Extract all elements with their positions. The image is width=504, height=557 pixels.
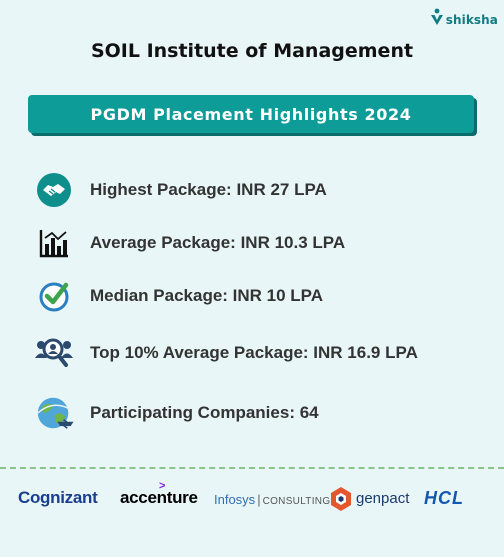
stat-median-package: Median Package: INR 10 LPA (34, 276, 323, 316)
stat-participating-companies: Participating Companies: 64 (34, 393, 319, 433)
stat-label: Highest Package: INR 27 LPA (90, 180, 327, 199)
accenture-mark-icon: > (159, 480, 166, 492)
logo-cognizant: Cognizant (18, 488, 98, 507)
logo-infosys: Infosys | CONSULTING (214, 492, 331, 507)
stat-label: Median Package: INR 10 LPA (90, 286, 324, 305)
handshake-icon (34, 170, 74, 210)
logo-accenture: accenture (120, 488, 198, 507)
stat-label: Participating Companies: 64 (90, 403, 319, 422)
shiksha-brand: shiksha (430, 8, 498, 31)
page-title: SOIL Institute of Management (90, 40, 414, 62)
logo-genpact: genpact (356, 490, 410, 507)
globe-plane-icon (34, 393, 74, 433)
genpact-mark-icon (330, 486, 352, 517)
stat-average-package: Average Package: INR 10.3 LPA (34, 223, 345, 263)
recruiter-logos: Cognizant > accenture Infosys | CONSULTING… (0, 478, 504, 520)
people-search-icon (34, 333, 74, 373)
section-divider (0, 467, 504, 469)
bar-chart-icon (34, 223, 74, 263)
stat-label: Average Package: INR 10.3 LPA (90, 233, 346, 252)
stat-highest-package: Highest Package: INR 27 LPA (34, 170, 327, 210)
shiksha-logo-icon (430, 8, 444, 31)
logo-hcl: HCL (424, 488, 464, 508)
stat-label: Top 10% Average Package: INR 16.9 LPA (90, 343, 418, 362)
infosys-name: Infosys (214, 492, 256, 507)
brand-name: shiksha (445, 12, 498, 27)
stat-top10-average-package: Top 10% Average Package: INR 16.9 LPA (34, 333, 418, 373)
highlights-banner: PGDM Placement Highlights 2024 (28, 95, 474, 133)
checkmark-icon (34, 276, 74, 316)
infosys-consulting: CONSULTING (262, 496, 331, 507)
